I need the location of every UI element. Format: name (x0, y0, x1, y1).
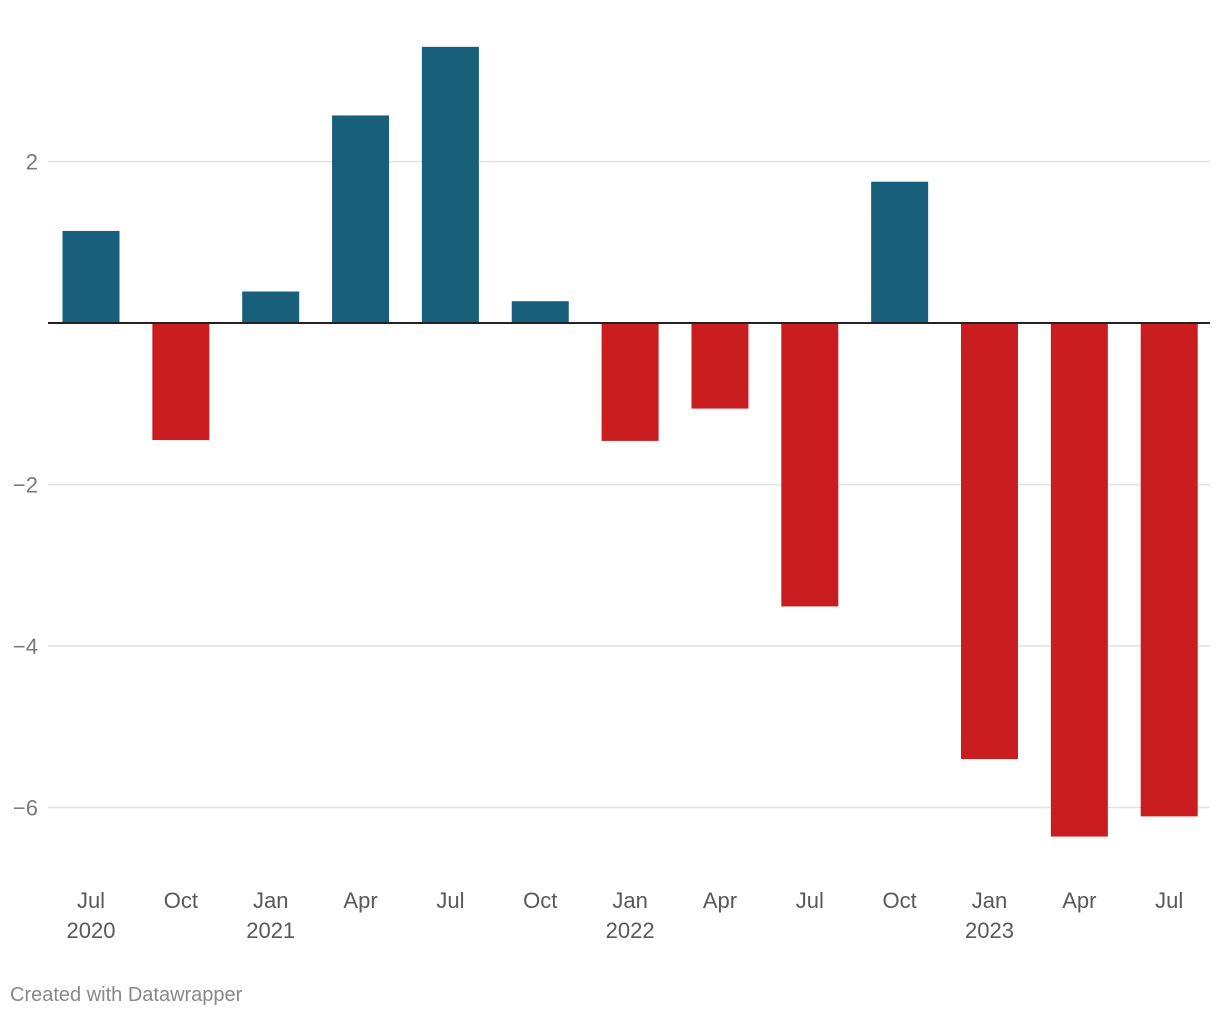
bar (691, 323, 749, 409)
bar (1140, 323, 1198, 817)
x-tick-label: Jan (972, 888, 1007, 913)
gridlines: 2 −2 −4 −6 (13, 150, 1210, 821)
x-tick-label: Oct (164, 888, 198, 913)
x-tick-label: Oct (523, 888, 557, 913)
bar-chart: 2 −2 −4 −6 Jul 2020 Oct Jan 2021 Apr Jul Oct Jan 202… (13, 46, 1210, 943)
bar (511, 301, 569, 323)
x-tick-label: Jan (253, 888, 288, 913)
x-tick-label: Apr (1062, 888, 1096, 913)
bar (62, 230, 120, 323)
x-tick-label: Jul (1155, 888, 1183, 913)
y-tick-label: −4 (13, 634, 38, 659)
x-tick-label: Oct (883, 888, 917, 913)
y-tick-label: −6 (13, 796, 38, 821)
x-tick-year-label: 2020 (67, 918, 116, 943)
x-tick-year-label: 2021 (246, 918, 295, 943)
bar (961, 323, 1018, 760)
x-tick-year-label: 2022 (606, 918, 655, 943)
x-tick-label: Apr (343, 888, 377, 913)
bar (242, 291, 300, 323)
bar (332, 115, 390, 323)
x-axis-labels: Jul 2020 Oct Jan 2021 Apr Jul Oct Jan 2022 Apr Jul O… (67, 888, 1184, 943)
y-tick-label: 2 (26, 150, 38, 175)
bars (62, 46, 1198, 837)
x-tick-label: Jan (612, 888, 647, 913)
x-tick-label: Jul (796, 888, 824, 913)
bar (871, 181, 929, 323)
bar (1050, 323, 1108, 837)
bar (601, 323, 659, 441)
bar (152, 323, 210, 441)
x-tick-label: Jul (77, 888, 105, 913)
bar (421, 46, 479, 324)
x-tick-label: Jul (436, 888, 464, 913)
bar (781, 323, 839, 607)
x-tick-label: Apr (703, 888, 737, 913)
y-tick-label: −2 (13, 473, 38, 498)
datawrapper-credit: Created with Datawrapper (10, 984, 243, 1006)
x-tick-year-label: 2023 (965, 918, 1014, 943)
